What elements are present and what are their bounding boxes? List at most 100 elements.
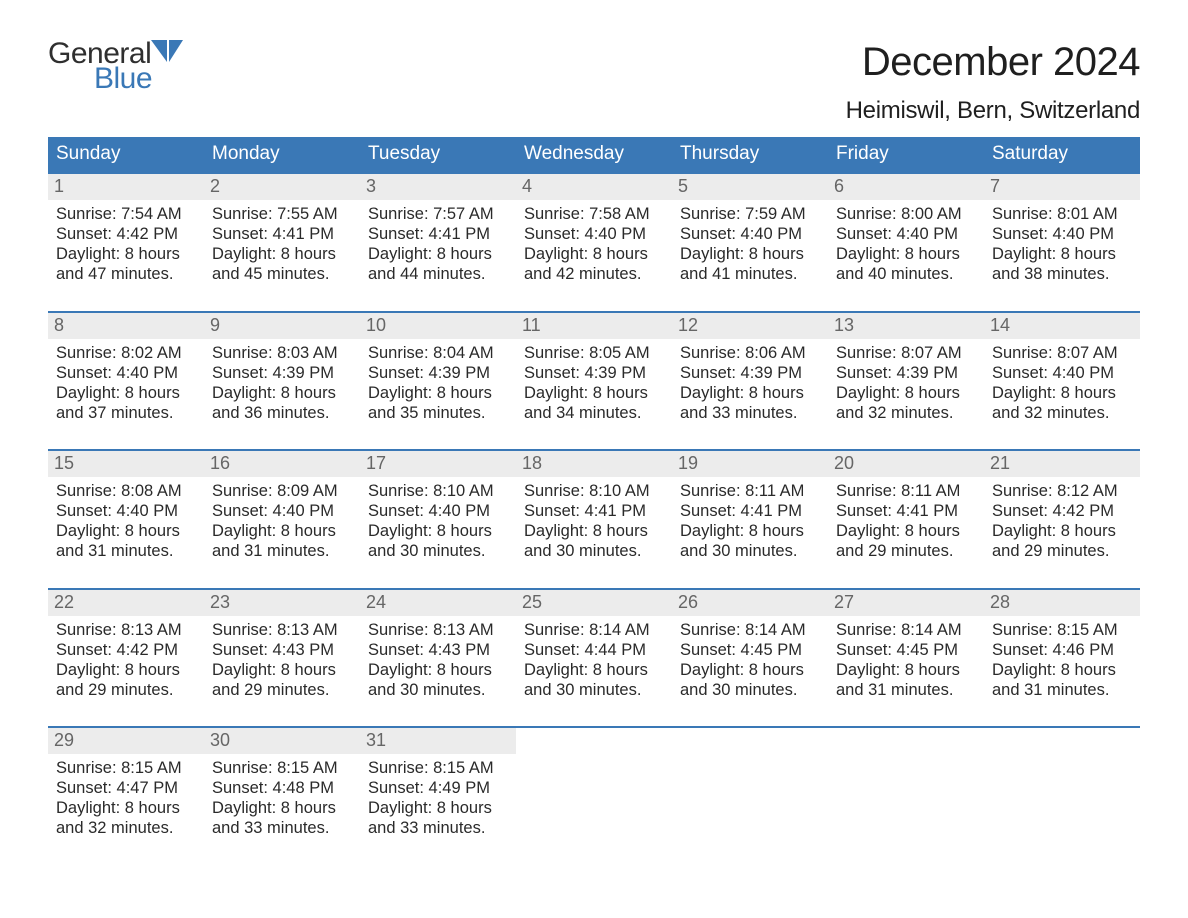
info-sunset: Sunset: 4:42 PM <box>56 640 196 660</box>
info-sunset: Sunset: 4:46 PM <box>992 640 1132 660</box>
header-row: General Blue December 2024 Heimiswil, Be… <box>48 40 1140 125</box>
day-number: 5 <box>672 174 828 200</box>
logo-blue-label: Blue <box>48 65 183 94</box>
day-cell: 2Sunrise: 7:55 AMSunset: 4:41 PMDaylight… <box>204 174 360 293</box>
info-sunrise: Sunrise: 8:02 AM <box>56 343 196 363</box>
info-dl2: and 41 minutes. <box>680 264 820 284</box>
info-dl2: and 42 minutes. <box>524 264 664 284</box>
info-sunrise: Sunrise: 8:05 AM <box>524 343 664 363</box>
day-cell: 25Sunrise: 8:14 AMSunset: 4:44 PMDayligh… <box>516 590 672 709</box>
info-sunset: Sunset: 4:42 PM <box>56 224 196 244</box>
day-info: Sunrise: 8:05 AMSunset: 4:39 PMDaylight:… <box>524 343 664 424</box>
day-number: 21 <box>984 451 1140 477</box>
info-sunset: Sunset: 4:39 PM <box>524 363 664 383</box>
info-dl2: and 33 minutes. <box>680 403 820 423</box>
day-header-wed: Wednesday <box>516 137 672 172</box>
day-info: Sunrise: 8:10 AMSunset: 4:41 PMDaylight:… <box>524 481 664 562</box>
info-dl2: and 34 minutes. <box>524 403 664 423</box>
day-header-thu: Thursday <box>672 137 828 172</box>
info-dl1: Daylight: 8 hours <box>212 798 352 818</box>
day-number: 11 <box>516 313 672 339</box>
info-dl2: and 30 minutes. <box>524 541 664 561</box>
info-sunset: Sunset: 4:40 PM <box>56 501 196 521</box>
info-sunrise: Sunrise: 7:59 AM <box>680 204 820 224</box>
empty-cell <box>828 728 984 847</box>
info-dl1: Daylight: 8 hours <box>56 521 196 541</box>
info-sunrise: Sunrise: 8:14 AM <box>524 620 664 640</box>
info-sunset: Sunset: 4:44 PM <box>524 640 664 660</box>
info-sunset: Sunset: 4:43 PM <box>368 640 508 660</box>
info-dl2: and 29 minutes. <box>992 541 1132 561</box>
day-cell: 22 Sunrise: 8:13 AMSunset: 4:42 PMDayligh… <box>48 590 204 709</box>
day-cell: 28Sunrise: 8:15 AMSunset: 4:46 PMDayligh… <box>984 590 1140 709</box>
info-sunrise: Sunrise: 8:08 AM <box>56 481 196 501</box>
info-dl1: Daylight: 8 hours <box>212 521 352 541</box>
day-number: 16 <box>204 451 360 477</box>
info-dl1: Daylight: 8 hours <box>56 244 196 264</box>
info-sunset: Sunset: 4:40 PM <box>992 224 1132 244</box>
info-dl1: Daylight: 8 hours <box>524 660 664 680</box>
day-number: 27 <box>828 590 984 616</box>
info-sunrise: Sunrise: 8:07 AM <box>836 343 976 363</box>
day-cell: 6 Sunrise: 8:00 AMSunset: 4:40 PMDaylight… <box>828 174 984 293</box>
info-sunset: Sunset: 4:41 PM <box>212 224 352 244</box>
info-sunset: Sunset: 4:39 PM <box>836 363 976 383</box>
info-dl1: Daylight: 8 hours <box>992 244 1132 264</box>
info-dl2: and 37 minutes. <box>56 403 196 423</box>
day-header-tue: Tuesday <box>360 137 516 172</box>
calendar: Sunday Monday Tuesday Wednesday Thursday… <box>48 137 1140 847</box>
day-cell: 3Sunrise: 7:57 AMSunset: 4:41 PMDaylight… <box>360 174 516 293</box>
day-info: Sunrise: 8:13 AMSunset: 4:42 PMDaylight:… <box>56 620 196 701</box>
info-dl2: and 29 minutes. <box>56 680 196 700</box>
info-sunrise: Sunrise: 7:55 AM <box>212 204 352 224</box>
day-number: 3 <box>360 174 516 200</box>
info-sunrise: Sunrise: 8:01 AM <box>992 204 1132 224</box>
info-dl1: Daylight: 8 hours <box>992 383 1132 403</box>
day-number: 22 <box>48 590 204 616</box>
day-cell: 26Sunrise: 8:14 AMSunset: 4:45 PMDayligh… <box>672 590 828 709</box>
info-dl2: and 44 minutes. <box>368 264 508 284</box>
day-info: Sunrise: 8:00 AMSunset: 4:40 PMDaylight:… <box>836 204 976 285</box>
info-dl2: and 29 minutes. <box>836 541 976 561</box>
info-dl2: and 47 minutes. <box>56 264 196 284</box>
info-dl1: Daylight: 8 hours <box>56 798 196 818</box>
info-dl1: Daylight: 8 hours <box>992 521 1132 541</box>
info-dl1: Daylight: 8 hours <box>212 660 352 680</box>
day-cell: 23Sunrise: 8:13 AMSunset: 4:43 PMDayligh… <box>204 590 360 709</box>
info-sunset: Sunset: 4:41 PM <box>680 501 820 521</box>
day-cell: 8Sunrise: 8:02 AMSunset: 4:40 PMDaylight… <box>48 313 204 432</box>
week-row: 29Sunrise: 8:15 AMSunset: 4:47 PMDayligh… <box>48 726 1140 847</box>
month-title: December 2024 <box>846 40 1140 85</box>
info-dl1: Daylight: 8 hours <box>524 383 664 403</box>
day-cell: 7Sunrise: 8:01 AMSunset: 4:40 PMDaylight… <box>984 174 1140 293</box>
week-row: 1Sunrise: 7:54 AMSunset: 4:42 PMDaylight… <box>48 172 1140 293</box>
info-dl1: Daylight: 8 hours <box>368 798 508 818</box>
day-cell: 29Sunrise: 8:15 AMSunset: 4:47 PMDayligh… <box>48 728 204 847</box>
info-dl1: Daylight: 8 hours <box>836 521 976 541</box>
info-dl1: Daylight: 8 hours <box>56 383 196 403</box>
day-cell: 16Sunrise: 8:09 AMSunset: 4:40 PMDayligh… <box>204 451 360 570</box>
info-sunset: Sunset: 4:48 PM <box>212 778 352 798</box>
day-info: Sunrise: 8:12 AMSunset: 4:42 PMDaylight:… <box>992 481 1132 562</box>
info-dl2: and 31 minutes. <box>56 541 196 561</box>
day-number: 14 <box>984 313 1140 339</box>
day-info: Sunrise: 7:55 AMSunset: 4:41 PMDaylight:… <box>212 204 352 285</box>
day-number: 18 <box>516 451 672 477</box>
day-number: 13 <box>828 313 984 339</box>
info-sunset: Sunset: 4:49 PM <box>368 778 508 798</box>
day-info: Sunrise: 8:07 AMSunset: 4:40 PMDaylight:… <box>992 343 1132 424</box>
day-info: Sunrise: 7:54 AMSunset: 4:42 PMDaylight:… <box>56 204 196 285</box>
day-cell: 11 Sunrise: 8:05 AMSunset: 4:39 PMDayligh… <box>516 313 672 432</box>
info-sunset: Sunset: 4:45 PM <box>680 640 820 660</box>
info-dl1: Daylight: 8 hours <box>212 244 352 264</box>
info-dl1: Daylight: 8 hours <box>680 244 820 264</box>
info-sunrise: Sunrise: 8:09 AM <box>212 481 352 501</box>
day-info: Sunrise: 8:15 AMSunset: 4:49 PMDaylight:… <box>368 758 508 839</box>
day-cell: 14 Sunrise: 8:07 AMSunset: 4:40 PMDayligh… <box>984 313 1140 432</box>
day-info: Sunrise: 8:07 AMSunset: 4:39 PMDaylight:… <box>836 343 976 424</box>
day-number: 6 <box>828 174 984 200</box>
info-sunset: Sunset: 4:40 PM <box>524 224 664 244</box>
info-dl2: and 32 minutes. <box>992 403 1132 423</box>
weeks-container: 1Sunrise: 7:54 AMSunset: 4:42 PMDaylight… <box>48 172 1140 847</box>
day-header-sat: Saturday <box>984 137 1140 172</box>
